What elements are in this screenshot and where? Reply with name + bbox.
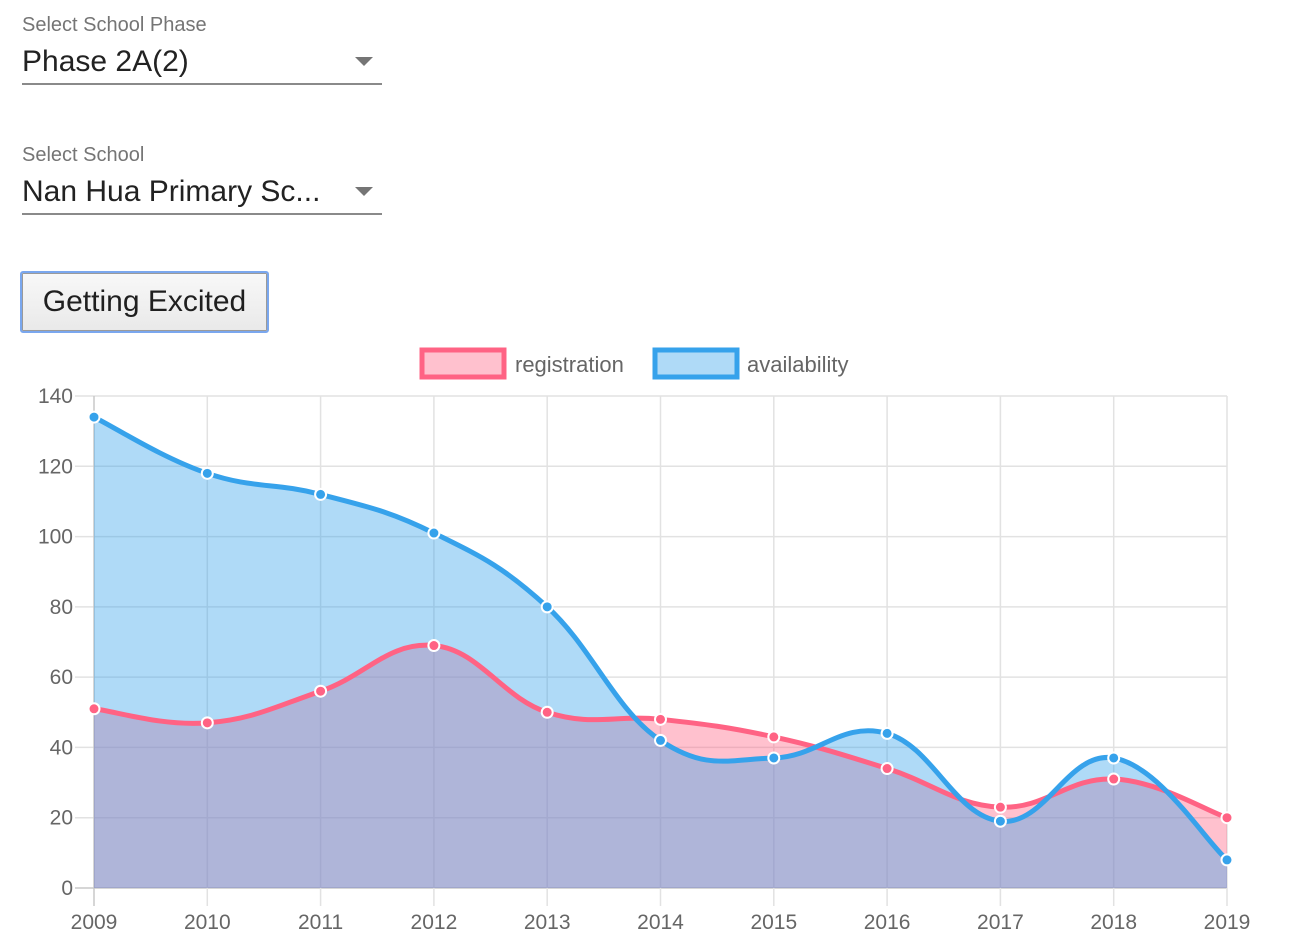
availability-area bbox=[94, 417, 1227, 888]
x-tick-label: 2017 bbox=[977, 911, 1024, 934]
x-tick-label: 2012 bbox=[411, 911, 458, 934]
availability-point bbox=[1107, 751, 1121, 765]
availability-point bbox=[200, 466, 214, 480]
x-tick-label: 2013 bbox=[524, 911, 571, 934]
school-phase-value: Phase 2A(2) bbox=[22, 45, 189, 78]
registration-point bbox=[654, 712, 667, 726]
x-tick-label: 2016 bbox=[864, 911, 911, 934]
y-tick-label: 80 bbox=[50, 596, 73, 619]
chevron-down-icon bbox=[355, 57, 373, 66]
registration-point bbox=[314, 684, 328, 698]
x-tick-label: 2009 bbox=[71, 911, 118, 934]
x-tick-label: 2011 bbox=[298, 911, 343, 934]
availability-point bbox=[880, 726, 894, 740]
y-tick-label: 40 bbox=[50, 736, 73, 759]
x-tick-label: 2018 bbox=[1090, 911, 1137, 934]
availability-point bbox=[1220, 853, 1234, 867]
chart-fills bbox=[94, 417, 1227, 888]
registration-point bbox=[87, 702, 101, 716]
registration-point bbox=[200, 716, 214, 730]
y-tick-label: 20 bbox=[50, 807, 73, 830]
availability-point bbox=[87, 410, 101, 424]
chart-legend: registration availability bbox=[419, 347, 849, 380]
school-phase-label: Select School Phase bbox=[22, 14, 207, 36]
y-axis: 0 20 40 60 80 100 120 140 bbox=[38, 385, 73, 900]
x-axis: 2009 2010 2011 2012 2013 2014 2015 2016 2017 2018… bbox=[71, 911, 1251, 934]
x-tick-label: 2010 bbox=[184, 911, 231, 934]
availability-point bbox=[654, 733, 667, 747]
availability-point bbox=[993, 814, 1007, 828]
registration-point bbox=[427, 639, 441, 653]
school-phase-select[interactable]: Phase 2A(2) bbox=[22, 37, 382, 85]
school-select[interactable]: Nan Hua Primary Sc... bbox=[22, 167, 382, 215]
school-field: Select School Nan Hua Primary Sc... bbox=[22, 143, 382, 215]
registration-point bbox=[1220, 811, 1234, 825]
y-tick-label: 0 bbox=[61, 877, 73, 900]
availability-point bbox=[767, 751, 781, 765]
y-tick-label: 100 bbox=[38, 526, 73, 549]
registration-point bbox=[880, 762, 894, 776]
chevron-down-icon bbox=[355, 187, 373, 196]
chart-points bbox=[87, 410, 1234, 867]
registration-point bbox=[540, 705, 554, 719]
school-label: Select School bbox=[22, 144, 145, 166]
registration-point bbox=[767, 730, 781, 744]
availability-point bbox=[427, 526, 441, 540]
registration-legend-swatch bbox=[419, 347, 507, 380]
availability-point bbox=[540, 600, 554, 614]
registration-point bbox=[1107, 772, 1121, 786]
y-tick-label: 60 bbox=[50, 666, 73, 689]
school-value: Nan Hua Primary Sc... bbox=[22, 175, 321, 208]
x-tick-label: 2014 bbox=[637, 911, 684, 934]
availability-legend-label: availability bbox=[747, 352, 849, 377]
registration-legend-label: registration bbox=[515, 352, 624, 377]
availability-legend-swatch bbox=[652, 347, 740, 380]
availability-point bbox=[314, 487, 328, 501]
getting-excited-button[interactable]: Getting Excited bbox=[20, 271, 269, 333]
registration-area bbox=[94, 645, 1227, 888]
y-tick-label: 140 bbox=[38, 385, 73, 408]
x-tick-label: 2015 bbox=[750, 911, 797, 934]
school-phase-field: Select School Phase Phase 2A(2) bbox=[22, 13, 382, 85]
chart-grid bbox=[75, 395, 1228, 906]
y-tick-label: 120 bbox=[38, 455, 73, 478]
registration-point bbox=[993, 800, 1007, 814]
availability-line bbox=[92, 414, 1229, 862]
x-tick-label: 2019 bbox=[1204, 911, 1251, 934]
